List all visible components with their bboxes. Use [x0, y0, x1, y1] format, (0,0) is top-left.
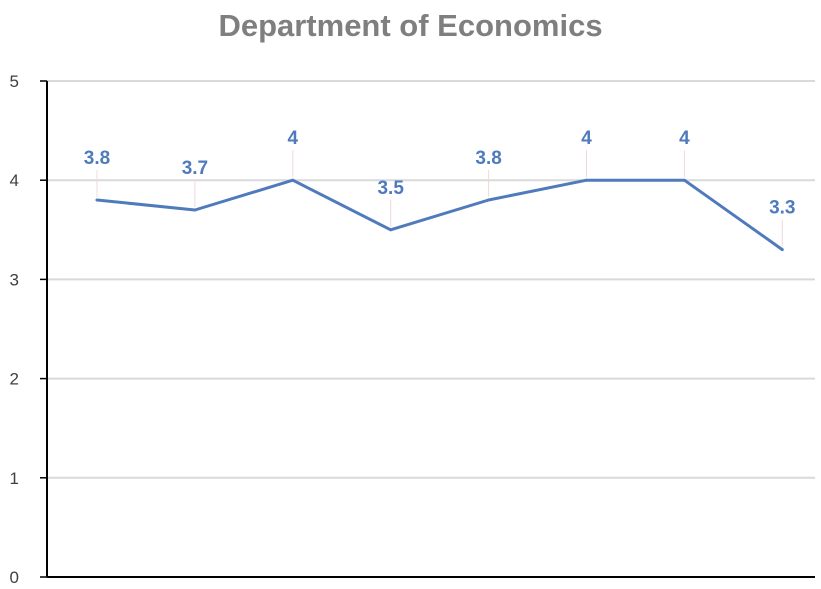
data-point [389, 228, 393, 232]
y-tick-label: 5 [10, 72, 19, 91]
data-labels: 3.8 3.7 4 3.5 3.8 4 4 3.3 [84, 128, 796, 218]
y-tick-label: 2 [10, 370, 19, 389]
data-label: 3.7 [182, 158, 208, 179]
series-group [95, 178, 784, 252]
y-tick-label: 3 [10, 270, 19, 289]
data-label: 4 [679, 128, 690, 149]
data-point [291, 178, 295, 182]
y-tick-label: 4 [10, 171, 19, 190]
data-point [780, 248, 784, 252]
y-tick-label: 0 [10, 568, 19, 587]
data-label: 3.8 [84, 148, 110, 169]
data-label: 3.8 [475, 148, 501, 169]
data-label-leaders [96, 150, 783, 247]
series-line [96, 178, 784, 251]
data-label: 4 [288, 128, 299, 149]
y-axis: 0 1 2 3 4 5 [10, 72, 48, 587]
data-label: 3.5 [377, 178, 404, 199]
data-label: 4 [581, 128, 592, 149]
data-point [487, 198, 491, 202]
data-point [682, 178, 686, 182]
y-tick-label: 1 [10, 469, 19, 488]
data-label: 3.3 [769, 198, 795, 219]
gridlines [47, 80, 815, 479]
data-point [585, 178, 588, 182]
chart-title: Department of Economics [218, 8, 603, 43]
data-point [95, 198, 99, 202]
data-point [193, 208, 197, 212]
